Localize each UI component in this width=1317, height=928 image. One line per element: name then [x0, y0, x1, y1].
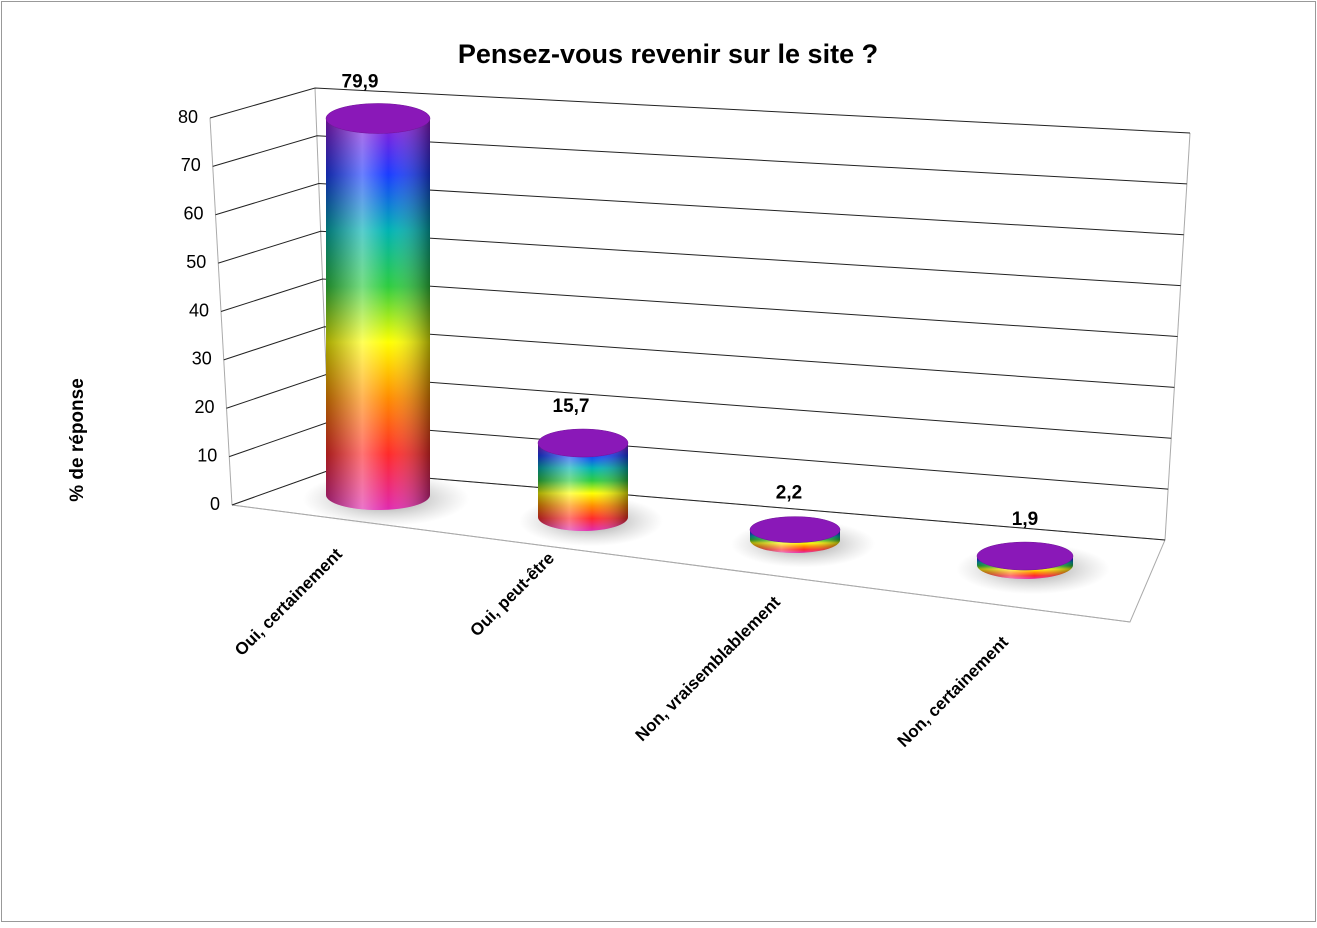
- grid-line: [218, 230, 1181, 287]
- grid-line: [209, 87, 1191, 134]
- chart-title: Pensez-vous revenir sur le site ?: [458, 39, 878, 69]
- bar-shading: [538, 443, 628, 531]
- y-tick-label: 70: [181, 155, 201, 175]
- y-axis-label: % de réponse: [67, 378, 88, 502]
- bar-shading: [750, 529, 840, 553]
- y-tick-label: 80: [178, 107, 198, 127]
- y-tick-label: 0: [210, 494, 220, 514]
- bar-top: [976, 541, 1074, 571]
- value-label: 15,7: [553, 396, 590, 417]
- grid-line: [212, 135, 1187, 185]
- bar-shading: [977, 556, 1073, 579]
- y-tick-label: 30: [192, 349, 212, 369]
- bar-shading: [326, 118, 430, 510]
- y-tick-label: 20: [194, 397, 214, 417]
- y-tick-label: 10: [197, 445, 217, 465]
- grid-line: [215, 182, 1184, 236]
- grid-line: [220, 278, 1178, 337]
- value-label: 1,9: [1012, 509, 1038, 530]
- y-tick-label: 60: [183, 204, 203, 224]
- bar-top: [537, 428, 629, 458]
- y-tick-label: 40: [189, 300, 209, 320]
- value-label: 2,2: [776, 483, 802, 504]
- y-tick-label: 50: [186, 252, 206, 272]
- bar-top: [749, 516, 841, 543]
- bar-top: [325, 103, 431, 134]
- value-label: 79,9: [342, 71, 379, 92]
- grid-line: [223, 326, 1175, 388]
